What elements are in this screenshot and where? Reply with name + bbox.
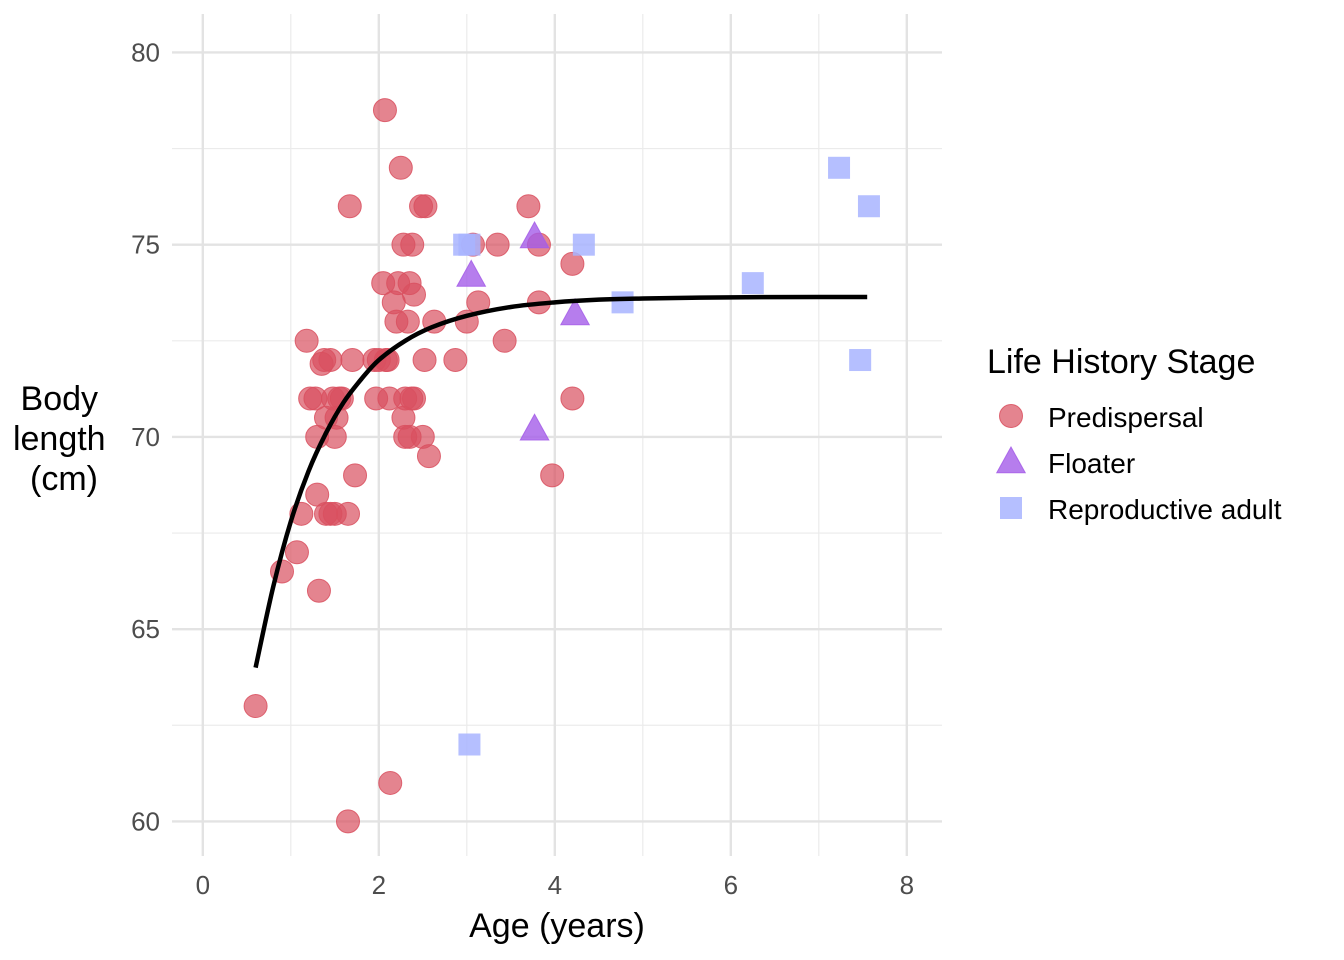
predispersal-point: [284, 540, 309, 565]
predispersal-point: [492, 328, 517, 353]
reproductive-adult-point: [849, 349, 872, 372]
legend-keys: [995, 404, 1027, 519]
legend-key-floater: [995, 445, 1027, 474]
predispersal-point: [343, 463, 368, 488]
predispersal-point: [412, 348, 437, 373]
predispersal-point: [395, 309, 420, 334]
data-points: [243, 98, 880, 834]
y-axis-tick-labels: 60 65 70 75 80: [131, 37, 160, 836]
predispersal-point: [329, 386, 354, 411]
legend-title: Life History Stage: [987, 343, 1255, 381]
predispersal-point: [516, 194, 541, 219]
floater-point: [559, 297, 591, 326]
legend-label-predispersal: Predispersal: [1048, 402, 1204, 433]
x-tick-label: 2: [372, 870, 386, 900]
predispersal-point: [485, 232, 510, 257]
reproductive-adult-point: [458, 733, 481, 756]
predispersal-point: [306, 578, 331, 603]
predispersal-point: [243, 694, 268, 719]
y-tick-label: 75: [131, 230, 160, 260]
floater-point: [519, 220, 550, 249]
predispersal-point: [336, 501, 360, 526]
y-axis-title: Body length (cm): [13, 380, 115, 498]
predispersal-point: [402, 282, 426, 307]
predispersal-point: [402, 386, 426, 411]
floater-point: [456, 259, 487, 287]
fit-curve: [253, 294, 868, 669]
y-tick-label: 65: [131, 614, 160, 644]
predispersal-point: [372, 98, 397, 123]
y-tick-label: 70: [131, 422, 160, 452]
y-axis-title-line-3: (cm): [30, 460, 98, 498]
legend-key-predispersal: [999, 404, 1023, 428]
predispersal-point: [560, 251, 585, 276]
predispersal-point: [294, 328, 319, 353]
major-gridlines: [172, 14, 942, 856]
y-axis-title-line-2: length: [13, 420, 106, 458]
y-tick-label: 80: [131, 37, 160, 67]
predispersal-point: [340, 348, 365, 373]
x-tick-label: 0: [196, 870, 210, 900]
predispersal-point: [388, 155, 413, 180]
predispersal-point: [336, 809, 360, 834]
predispersal-point: [400, 232, 425, 257]
predispersal-point: [443, 348, 468, 373]
predispersal-point: [560, 386, 585, 411]
x-tick-label: 6: [724, 870, 738, 900]
predispersal-point: [337, 194, 362, 219]
legend-label-floater: Floater: [1048, 448, 1135, 479]
reproductive-adult-point: [611, 291, 634, 314]
predispersal-point: [413, 194, 438, 219]
minor-gridlines: [172, 14, 942, 856]
predispersal-point: [318, 348, 343, 373]
predispersal-point: [378, 770, 403, 795]
predispersal-point: [540, 463, 565, 488]
reproductive-adult-point: [458, 233, 481, 256]
floater-point: [519, 413, 550, 441]
legend: Life History Stage Predispersal Floater …: [987, 343, 1282, 525]
x-axis-title: Age (years): [469, 907, 645, 945]
legend-key-reproductive-adult: [1000, 497, 1022, 519]
reproductive-adult-point: [741, 272, 764, 295]
y-tick-label: 60: [131, 806, 160, 836]
reproductive-adult-point: [857, 195, 880, 218]
y-axis-title-line-1: Body: [21, 380, 99, 418]
x-tick-label: 8: [900, 870, 914, 900]
reproductive-adult-point: [572, 233, 595, 256]
x-tick-label: 4: [548, 870, 562, 900]
predispersal-point: [416, 444, 441, 469]
reproductive-adult-point: [828, 156, 851, 179]
legend-label-reproductive-adult: Reproductive adult: [1048, 494, 1282, 525]
x-axis-tick-labels: 0 2 4 6 8: [196, 870, 914, 900]
